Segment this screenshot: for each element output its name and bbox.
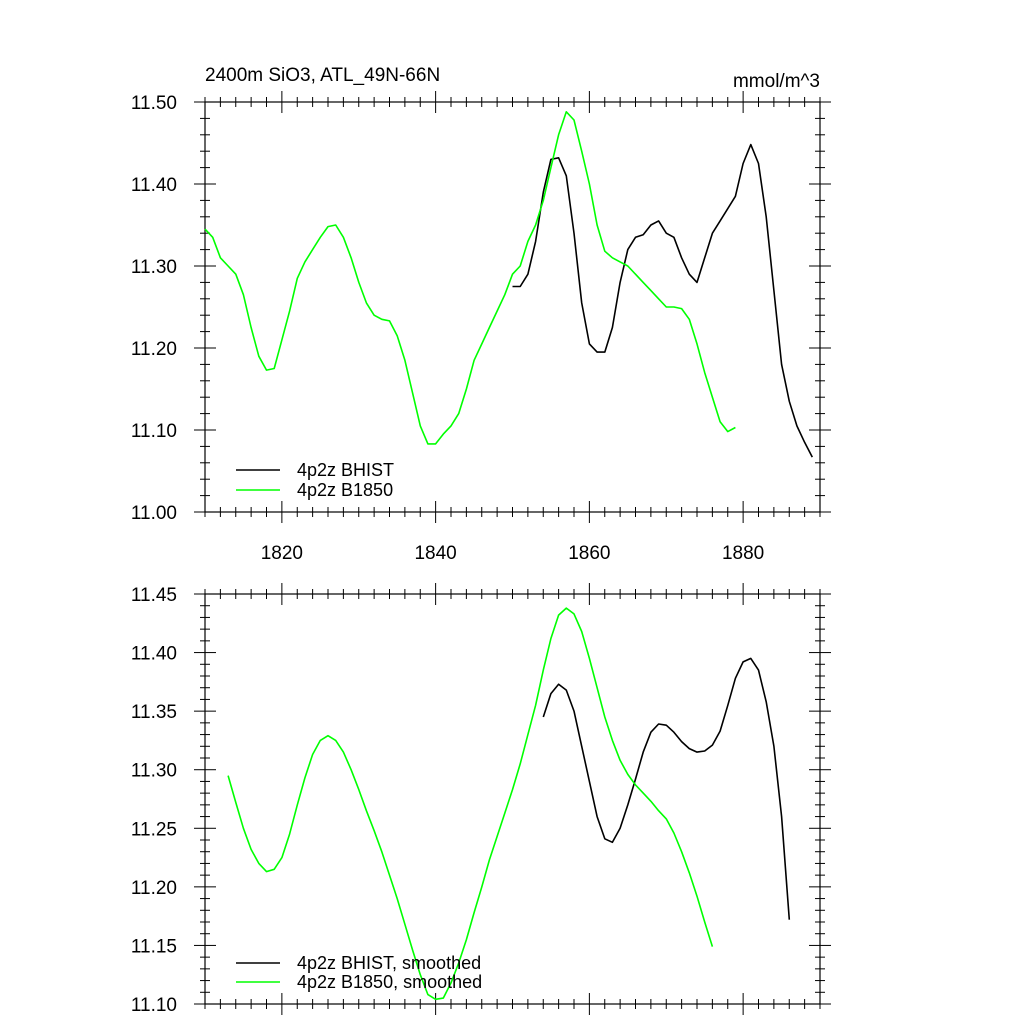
- top-legend: 4p2z BHIST 4p2z B1850: [236, 460, 394, 500]
- x-tick-label: 1860: [568, 543, 610, 564]
- y-tick-label: 11.40: [131, 644, 177, 665]
- y-tick-label: 11.10: [131, 995, 177, 1016]
- legend-label-bhist: 4p2z BHIST: [297, 460, 394, 480]
- y-tick-label: 11.10: [131, 421, 177, 442]
- series-line-b1850: [204, 111, 736, 445]
- legend-label-b1850: 4p2z B1850: [297, 480, 393, 500]
- x-tick-label: 1820: [261, 543, 303, 564]
- y-tick-label: 11.20: [131, 878, 177, 899]
- x-tick-label: 1840: [414, 543, 456, 564]
- legend-label-bhist-smoothed: 4p2z BHIST, smoothed: [297, 953, 481, 973]
- series-line-bhist: [512, 143, 814, 458]
- y-tick-label: 11.30: [131, 761, 177, 782]
- y-tick-label: 11.20: [131, 339, 177, 360]
- plot-frame: [204, 593, 821, 1005]
- x-tick-label: 1880: [722, 543, 764, 564]
- y-tick-label: 11.50: [131, 93, 177, 114]
- y-tick-label: 11.30: [131, 257, 177, 278]
- plot-frame: [204, 101, 821, 513]
- y-tick-label: 11.45: [131, 585, 177, 606]
- bottom-panel: 11.10 11.15 11.20 11.25 11.30 11.35 11.40 11.45: [131, 583, 831, 1016]
- y-tick-label: 11.15: [131, 936, 177, 957]
- legend-label-b1850-smoothed: 4p2z B1850, smoothed: [297, 972, 482, 992]
- y-tick-label: 11.00: [131, 503, 177, 524]
- y-tick-label: 11.40: [131, 175, 177, 196]
- y-tick-label: 11.25: [131, 819, 177, 840]
- bottom-legend: 4p2z BHIST, smoothed 4p2z B1850, smoothe…: [236, 953, 482, 992]
- y-tick-label: 11.35: [131, 702, 177, 723]
- units-label: mmol/m^3: [733, 71, 820, 92]
- chart-title: 2400m SiO3, ATL_49N-66N: [205, 65, 440, 86]
- series-line-bhist: [542, 657, 791, 920]
- top-panel: 1820 1840 1860 1880 11.00 11.10 11.20 11.30 11.4…: [131, 91, 831, 564]
- series-line-b1850: [227, 607, 714, 1001]
